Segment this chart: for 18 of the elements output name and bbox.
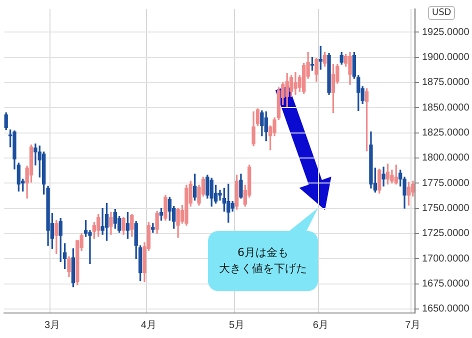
y-tick-label: 1875.0000 <box>422 77 470 88</box>
x-tick-label: 6月 <box>312 320 328 331</box>
y-tick-label: 1925.0000 <box>422 26 470 38</box>
y-tick-label: 1750.0000 <box>422 203 470 214</box>
y-tick-label: 1825.0000 <box>422 128 470 139</box>
x-tick-label: 7月 <box>405 320 421 331</box>
y-tick-label: 1700.0000 <box>422 253 470 264</box>
x-tick-label: 3月 <box>44 320 60 331</box>
y-axis-title: USD <box>428 6 456 20</box>
y-tick-label: 1775.0000 <box>422 178 470 189</box>
y-tick-label: 1650.0000 <box>422 304 470 315</box>
y-tick-label: 1725.0000 <box>422 228 470 240</box>
x-tick-label: 4月 <box>140 320 156 331</box>
x-tick-label: 5月 <box>228 320 245 331</box>
y-tick-label: 1800.0000 <box>422 152 470 164</box>
y-tick-label: 1675.0000 <box>422 278 470 290</box>
y-tick-label: 1900.0000 <box>422 52 470 64</box>
y-tick-label: 1850.0000 <box>422 102 470 114</box>
